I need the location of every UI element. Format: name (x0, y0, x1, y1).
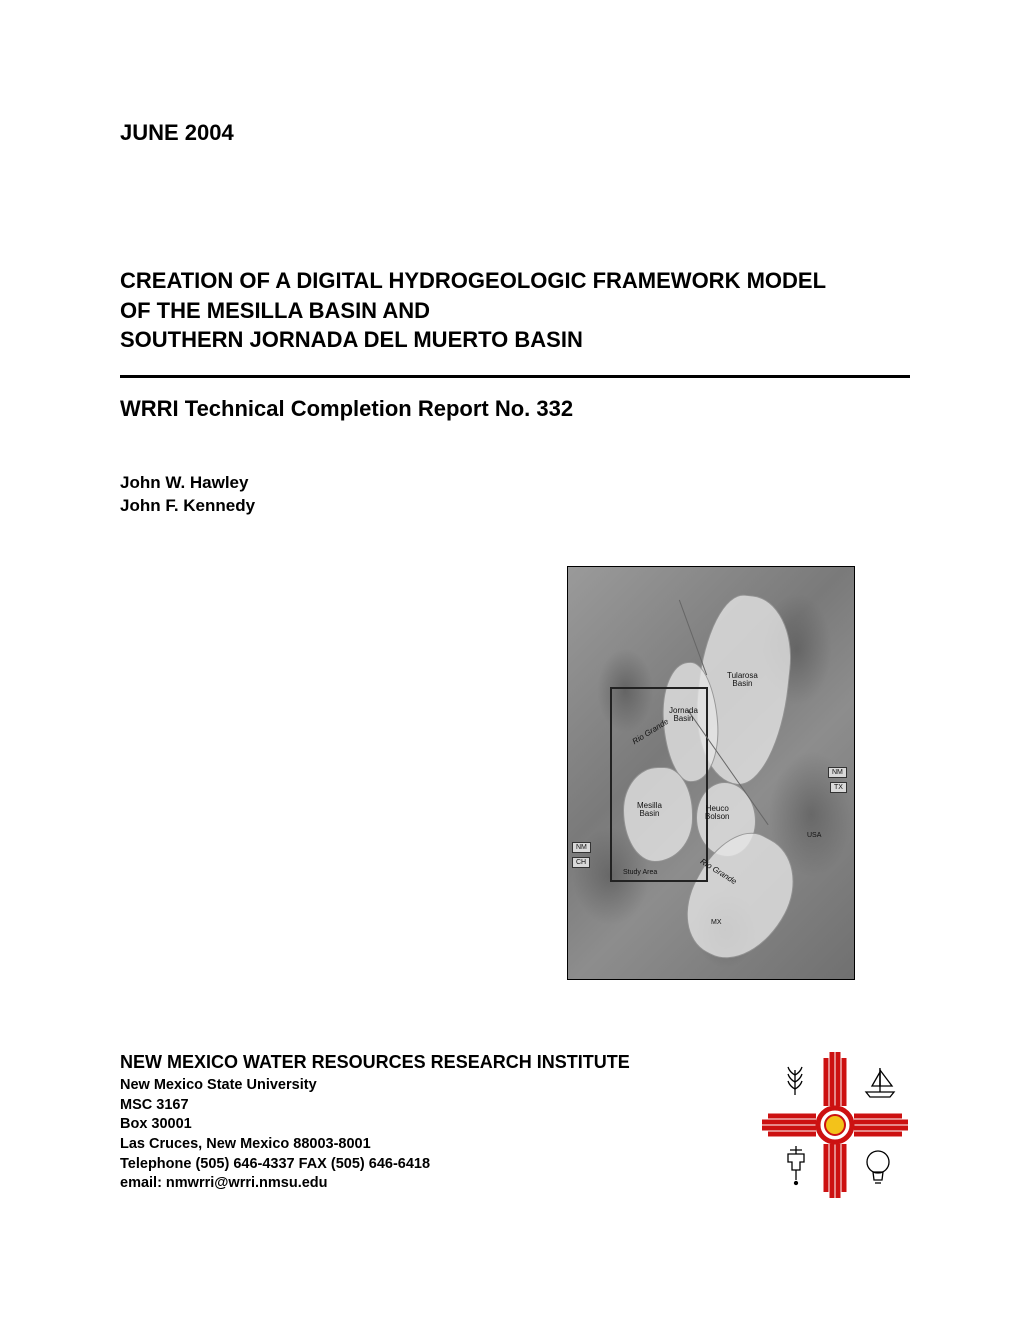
publication-date: JUNE 2004 (120, 120, 910, 146)
zia-logo-icon (760, 1050, 910, 1200)
email: email: nmwrri@wrri.nmsu.edu (120, 1174, 630, 1194)
po-box: Box 30001 (120, 1115, 630, 1135)
cover-map: TularosaBasin JornadaBasin MesillaBasin … (567, 566, 855, 980)
label-study-area: Study Area (622, 869, 658, 876)
author-list: John W. Hawley John F. Kennedy (120, 472, 910, 518)
author-2: John F. Kennedy (120, 495, 910, 518)
label-nm-left: NM (572, 842, 591, 853)
section-rule (120, 375, 910, 378)
institution-block: NEW MEXICO WATER RESOURCES RESEARCH INST… (120, 1050, 630, 1194)
author-1: John W. Hawley (120, 472, 910, 495)
label-jornada: JornadaBasin (668, 707, 699, 724)
title-line-2: OF THE MESILLA BASIN AND (120, 296, 910, 326)
label-mx: MX (710, 919, 723, 926)
label-tularosa: TularosaBasin (726, 672, 759, 689)
label-nm-right: NM (828, 767, 847, 778)
label-tx: TX (830, 782, 847, 793)
report-subtitle: WRRI Technical Completion Report No. 332 (120, 396, 910, 422)
title-line-3: SOUTHERN JORNADA DEL MUERTO BASIN (120, 325, 910, 355)
footer: NEW MEXICO WATER RESOURCES RESEARCH INST… (120, 1050, 910, 1200)
label-ch: CH (572, 857, 590, 868)
institute-name: NEW MEXICO WATER RESOURCES RESEARCH INST… (120, 1050, 630, 1074)
city-zip: Las Cruces, New Mexico 88003-8001 (120, 1135, 630, 1155)
page: JUNE 2004 CREATION OF A DIGITAL HYDROGEO… (0, 0, 1020, 1320)
report-title: CREATION OF A DIGITAL HYDROGEOLOGIC FRAM… (120, 266, 910, 355)
label-mesilla: MesillaBasin (636, 802, 663, 819)
label-usa: USA (806, 832, 822, 839)
label-heuco: HeucoBolson (704, 805, 730, 822)
phone-fax: Telephone (505) 646-4337 FAX (505) 646-6… (120, 1155, 630, 1175)
title-line-1: CREATION OF A DIGITAL HYDROGEOLOGIC FRAM… (120, 266, 910, 296)
university-name: New Mexico State University (120, 1076, 630, 1096)
msc-code: MSC 3167 (120, 1096, 630, 1116)
